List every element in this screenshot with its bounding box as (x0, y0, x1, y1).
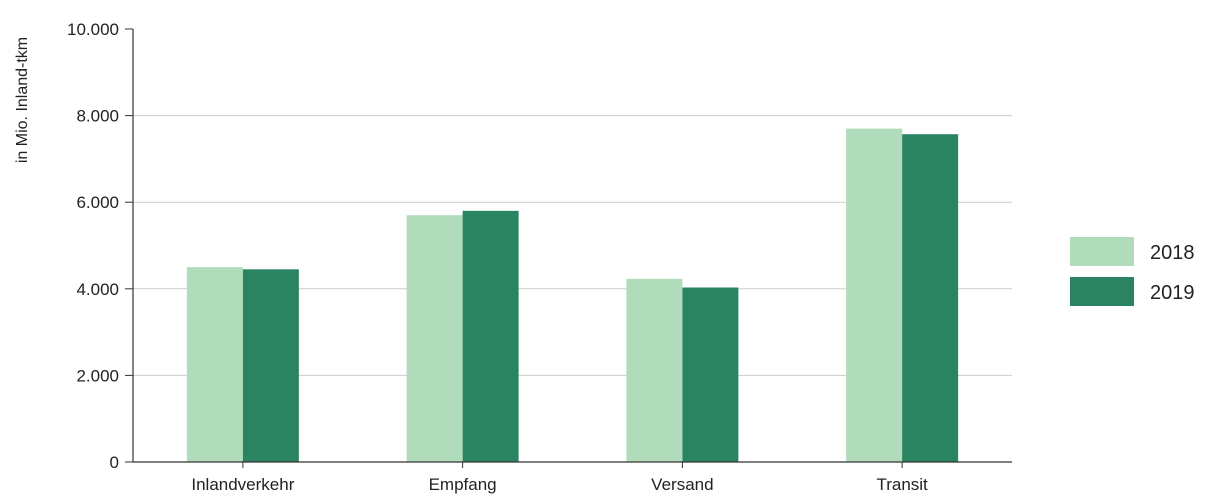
x-tick-label: Inlandverkehr (191, 475, 294, 494)
bar-2018-inlandverkehr (186, 267, 243, 462)
y-tick-label: 2.000 (76, 366, 119, 385)
axes (132, 29, 1012, 463)
legend: 2018 2019 (1070, 237, 1195, 306)
legend-swatch-2018 (1070, 237, 1134, 266)
y-tick-label: 8.000 (76, 107, 119, 126)
y-tick-label: 10.000 (67, 20, 119, 39)
bar-2019-transit (902, 134, 959, 462)
bar-2019-empfang (462, 210, 519, 462)
y-axis-label: in Mio. Inland-tkm (14, 37, 31, 163)
y-tick-label: 0 (110, 453, 119, 472)
bar-2018-transit (846, 128, 903, 462)
bar-2019-versand (682, 287, 739, 462)
x-tick-label: Versand (651, 475, 713, 494)
y-tick-label: 4.000 (76, 280, 119, 299)
bar-2018-empfang (406, 215, 463, 462)
bar-2019-inlandverkehr (242, 269, 299, 462)
bar-2018-versand (626, 278, 683, 462)
legend-swatch-2019 (1070, 277, 1134, 306)
bars (186, 128, 959, 462)
legend-label-2018: 2018 (1150, 242, 1195, 264)
legend-label-2019: 2019 (1150, 282, 1195, 304)
y-axis-ticks: 0 2.000 4.000 6.000 8.000 10.000 (67, 20, 133, 472)
x-tick-label: Empfang (429, 475, 497, 494)
x-tick-label: Transit (876, 475, 928, 494)
x-axis-labels: Inlandverkehr Empfang Versand Transit (191, 462, 928, 494)
y-tick-label: 6.000 (76, 193, 119, 212)
